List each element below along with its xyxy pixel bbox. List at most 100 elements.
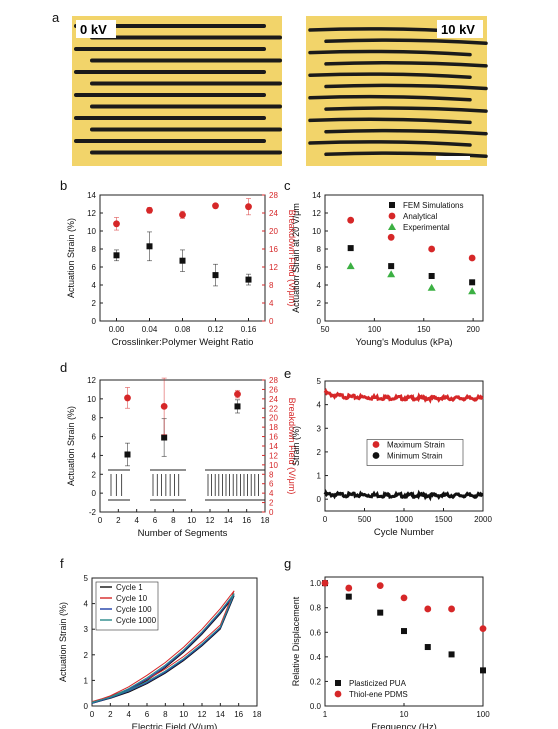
y-tick-label: 0 [317, 495, 322, 504]
data-point [212, 272, 219, 279]
legend-label: Analytical [403, 212, 437, 221]
panel-label-f: f [60, 556, 64, 571]
data-point [448, 605, 455, 613]
x-tick-label: 14 [216, 710, 225, 719]
legend-marker [388, 223, 396, 230]
x-axis-label: Crosslinker:Polymer Weight Ratio [112, 337, 254, 348]
y2-tick-label: 12 [269, 263, 278, 272]
x-tick-label: 10 [400, 710, 409, 719]
photo-0kV-label-box [76, 20, 116, 38]
photo-10kV-label-box [437, 20, 483, 38]
y2-tick-label: 24 [269, 209, 278, 218]
legend-label: Cycle 1 [116, 583, 143, 592]
data-point [428, 245, 436, 253]
series-line [323, 489, 484, 502]
electrode-stripe [324, 83, 488, 91]
photo-10kV-stripes [308, 27, 488, 159]
data-point [345, 584, 353, 592]
y-tick-label: 12 [87, 209, 96, 218]
y-tick-label: 2 [317, 299, 322, 308]
chart-c: 50 100 150 200 0 2 4 6 8 10 12 14 Young's Modulus (k… [291, 191, 484, 348]
legend-label: FEM Simulations [403, 201, 463, 210]
y2-tick-label: 4 [269, 299, 274, 308]
legend-marker [372, 452, 380, 459]
x-tick-label: 0 [98, 516, 103, 525]
x-tick-label: 4 [126, 710, 131, 719]
data-point [113, 220, 120, 228]
plot-frame [324, 194, 484, 322]
data-point [387, 233, 395, 241]
y-tick-label: 0.6 [310, 628, 322, 637]
y-tick-label: 4 [92, 281, 97, 290]
data-point [448, 651, 455, 658]
y-tick-label: 4 [317, 281, 322, 290]
y2-axis-label: Breakdown Field (V/μm) [287, 210, 297, 307]
data-point [400, 594, 408, 602]
y-tick-label: 8 [317, 245, 322, 254]
data-point [146, 243, 153, 250]
y-tick-label: 1 [317, 472, 322, 481]
data-point [161, 434, 168, 441]
x-tick-label: 10 [179, 710, 188, 719]
y-tick-label: 2 [92, 470, 97, 479]
electrode-stripe [324, 106, 488, 113]
y2-tick-label: 0 [269, 317, 274, 326]
y-tick-label: 2 [92, 299, 97, 308]
y-axis-label: Actuation Strain (%) [66, 218, 76, 298]
y2-tick-label: 26 [269, 385, 278, 394]
electrode-stripe [308, 94, 472, 102]
y-tick-label: 8 [92, 414, 97, 423]
panel-label-b: b [60, 178, 67, 193]
segment-schematics [108, 469, 265, 501]
electrode-stripe [324, 128, 488, 136]
y-tick-label: 0.4 [310, 653, 322, 662]
photo-0kV-stripes [74, 24, 282, 155]
electrode-stripe [324, 38, 488, 46]
panel-label-c: c [284, 178, 291, 193]
x-axis-label: Cycle Number [374, 527, 434, 538]
data-point [321, 579, 329, 587]
y2-tick-label: 4 [269, 489, 274, 498]
chart-e: 0 500 1000 1500 2000 0 1 2 3 4 5 Cycle Number Strain… [291, 377, 492, 538]
x-axis-label: Electric Field (V/μm) [132, 722, 218, 729]
x-axis-label: Young's Modulus (kPa) [355, 337, 452, 348]
x-tick-label: 12 [206, 516, 215, 525]
y-tick-label: 4 [317, 401, 322, 410]
data-point [212, 202, 219, 210]
y2-tick-label: 28 [269, 376, 278, 385]
y-tick-label: 6 [92, 263, 97, 272]
data-point [234, 390, 241, 398]
x-tick-label: 0.00 [109, 325, 125, 334]
y-tick-label: 8 [92, 245, 97, 254]
data-point [146, 206, 153, 214]
data-point [245, 203, 252, 211]
panel-label-g: g [284, 556, 291, 571]
x-tick-label: 0.08 [175, 325, 191, 334]
legend-box [95, 581, 159, 631]
y2-tick-label: 10 [269, 461, 278, 470]
x-tick-label: 2 [108, 710, 113, 719]
data-point [124, 451, 131, 458]
y-tick-label: 5 [317, 377, 322, 386]
x-tick-label: 100 [476, 710, 490, 719]
x-tick-label: 1500 [435, 515, 453, 524]
x-tick-label: 50 [321, 325, 330, 334]
x-tick-label: 12 [198, 710, 207, 719]
y-tick-label: 6 [92, 433, 97, 442]
y2-tick-label: 12 [269, 451, 278, 460]
data-point [428, 273, 435, 279]
y2-tick-label: 20 [269, 227, 278, 236]
photo-0kV-label: 0 kV [80, 22, 107, 37]
data-point [424, 644, 431, 651]
y-tick-label: 10 [87, 227, 96, 236]
y-tick-label: 1.0 [310, 579, 322, 588]
x-tick-label: 1 [323, 710, 328, 719]
x-tick-label: 10 [187, 516, 196, 525]
x-tick-label: 16 [242, 516, 251, 525]
y-tick-label: 0 [92, 317, 97, 326]
series-line [323, 387, 484, 404]
y2-tick-label: 18 [269, 423, 278, 432]
legend-marker [335, 680, 341, 686]
photo-10kV-label: 10 kV [441, 22, 475, 37]
data-point [347, 216, 355, 224]
